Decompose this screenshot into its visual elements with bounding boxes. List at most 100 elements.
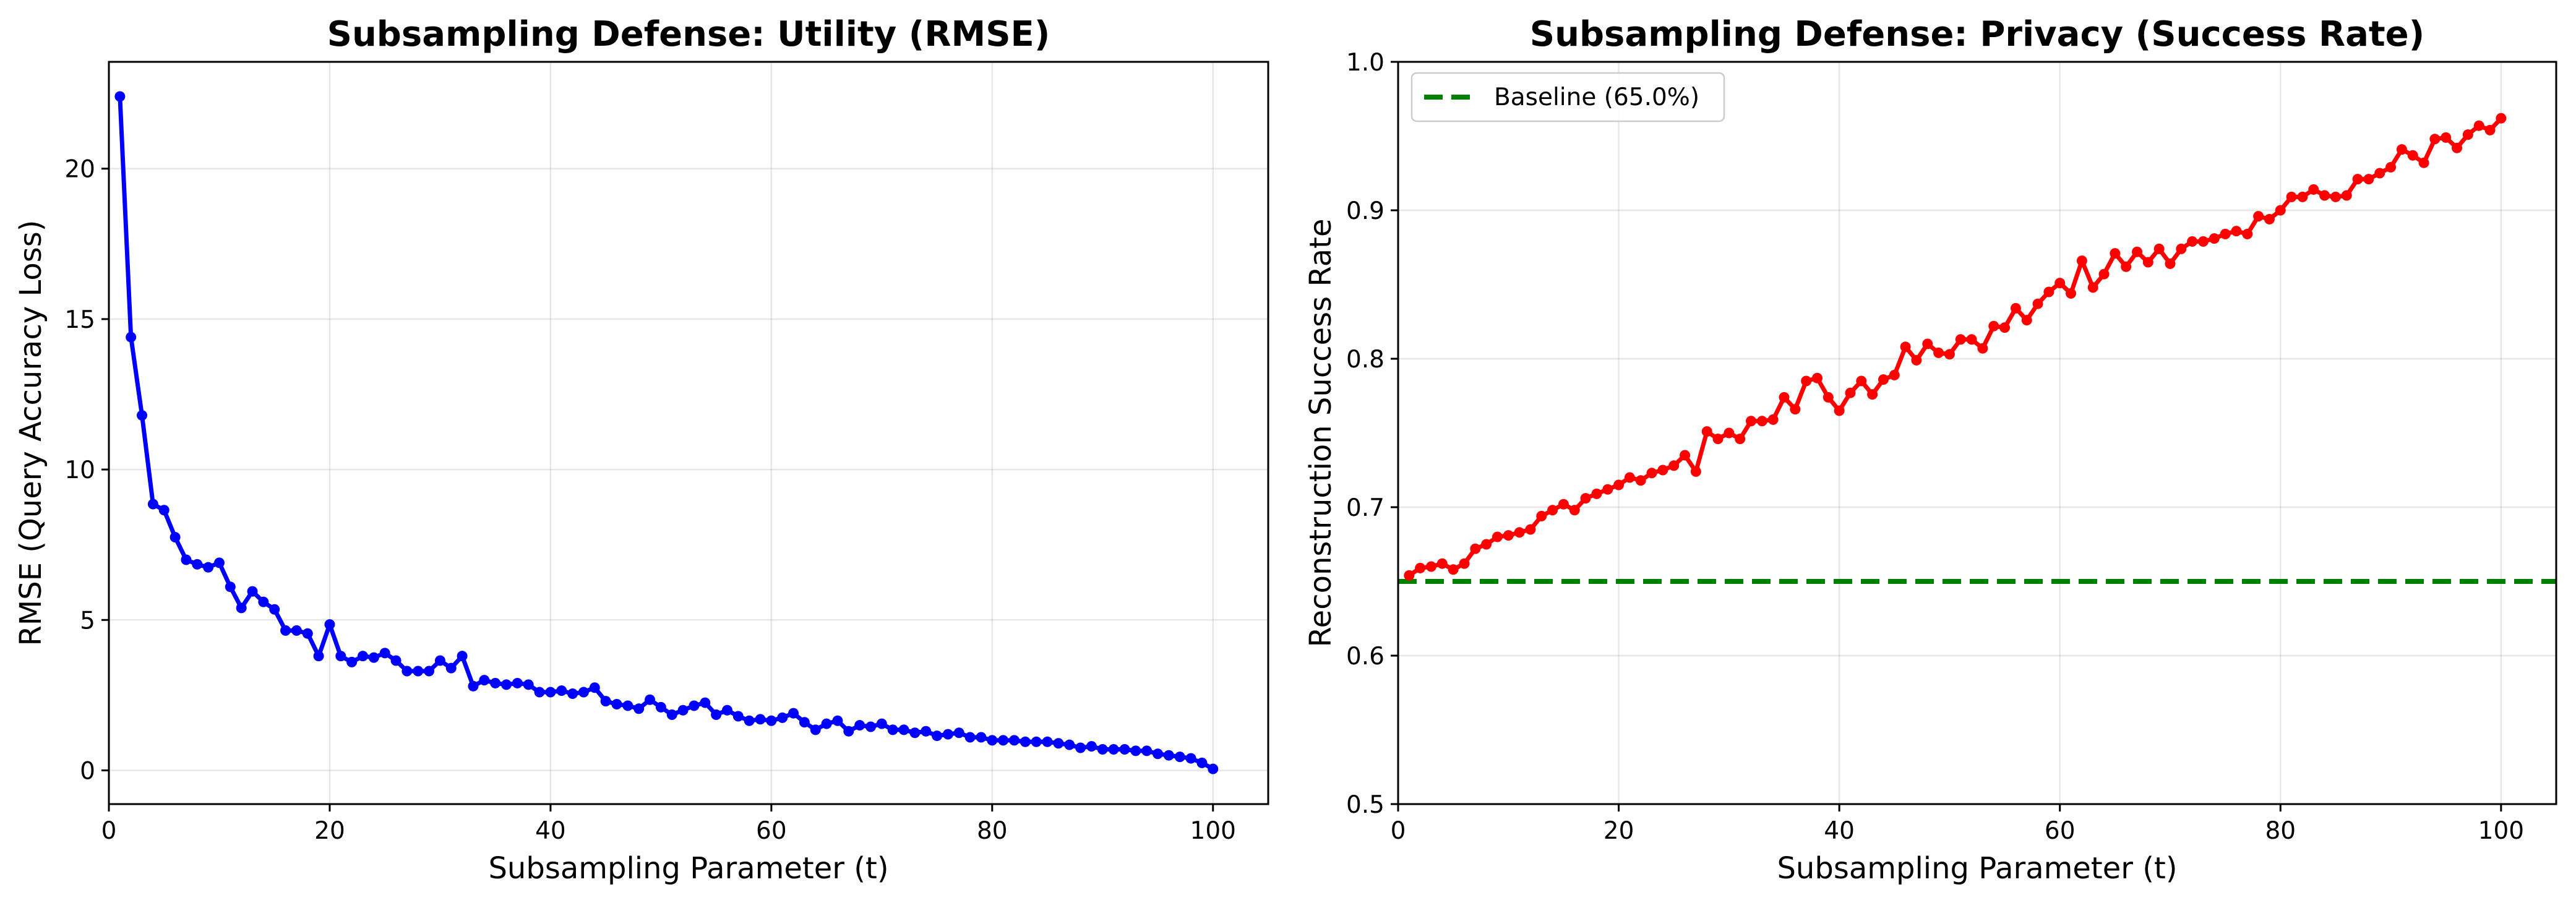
privacy-data-point [1944,349,1955,360]
rmse-data-point [379,648,390,659]
privacy-data-point [1425,561,1436,572]
privacy-data-point [1602,484,1613,495]
rmse-data-point [1141,745,1153,756]
rmse-data-point [225,581,236,593]
privacy-data-point [2087,282,2098,293]
privacy-data-point [1701,426,1712,437]
privacy-data-point [1735,434,1746,445]
privacy-data-point [1536,510,1547,521]
privacy-data-point [2231,226,2242,237]
rmse-chart: 0 20 40 60 80 100 0 5 10 15 20 Subsampling Defens… [14,14,1269,886]
privacy-data-point [1635,475,1646,486]
rmse-data-point [236,602,247,614]
rmse-series-line [118,96,1214,771]
rmse-chart-title: Subsampling Defense: Utility (RMSE) [327,14,1050,54]
privacy-data-point [2441,132,2452,143]
rmse-y-ticks: 0 5 10 15 20 [64,156,109,786]
rmse-data-point [302,628,313,639]
privacy-x-tick-label: 0 [1391,817,1406,845]
privacy-data-point [2187,236,2198,247]
rmse-data-point [390,655,401,666]
rmse-data-point [1075,742,1086,753]
rmse-data-point [1130,745,1141,756]
privacy-x-ticks: 0 20 40 60 80 100 [1391,804,2524,845]
privacy-data-point [2142,257,2153,268]
rmse-x-tick-label: 20 [314,817,345,845]
privacy-x-tick-label: 20 [1604,817,1634,845]
rmse-data-point [434,655,445,666]
rmse-data-point [1053,738,1064,749]
privacy-data-point [2429,134,2441,145]
rmse-data-point [976,732,987,743]
privacy-data-point [2363,174,2374,185]
legend-baseline-label: Baseline (65.0%) [1494,84,1699,111]
rmse-data-point [501,679,512,690]
rmse-data-point [413,666,424,677]
rmse-data-point [1153,748,1164,760]
rmse-data-point [909,727,921,739]
rmse-x-ticks: 0 20 40 60 80 100 [101,804,1236,845]
privacy-data-point [1823,392,1834,403]
rmse-data-point [744,715,755,726]
privacy-chart: 0 20 40 60 80 100 0.5 0.6 0.7 0.8 0.9 1.0 Subsampl… [1303,14,2557,886]
privacy-data-point [2021,315,2032,326]
rmse-data-point [721,705,732,716]
privacy-data-point [1492,531,1503,542]
privacy-data-point [1856,375,1867,387]
privacy-data-point [1558,499,1569,510]
rmse-data-point [732,711,744,722]
privacy-data-point [2076,255,2087,267]
rmse-data-point [755,714,766,725]
rmse-data-point [865,721,876,732]
rmse-data-point [203,562,214,573]
rmse-data-point [313,651,324,662]
rmse-data-point [700,697,711,708]
rmse-x-tick-label: 100 [1190,817,1236,845]
privacy-data-point [1547,505,1558,516]
rmse-y-tick-label: 15 [64,306,95,334]
privacy-data-point [2462,129,2473,140]
privacy-y-tick-label: 0.7 [1346,494,1385,522]
privacy-data-point [1724,427,1735,439]
privacy-data-point [2407,150,2418,161]
rmse-series [114,91,1219,774]
rmse-data-point [401,666,413,677]
rmse-data-point [876,718,887,729]
privacy-data-point [1746,416,1757,427]
rmse-data-point [788,708,799,719]
privacy-y-axis-label: Reconstruction Success Rate [1303,218,1338,647]
privacy-data-point [1459,558,1470,569]
privacy-data-point [2319,190,2330,201]
rmse-data-point [987,735,998,746]
privacy-data-point [2110,248,2121,259]
rmse-x-tick-label: 0 [101,817,117,845]
rmse-data-point [192,559,203,570]
rmse-data-point [1009,735,1020,746]
privacy-data-point [1470,543,1481,554]
privacy-data-point [1867,389,1878,400]
privacy-x-tick-label: 40 [1824,817,1855,845]
privacy-data-point [2054,278,2066,289]
rmse-data-point [655,701,666,713]
privacy-y-tick-label: 0.5 [1346,791,1385,819]
privacy-y-tick-label: 0.6 [1346,643,1385,670]
privacy-data-point [1690,466,1701,477]
rmse-data-point [633,703,645,714]
rmse-data-point [832,715,843,726]
rmse-data-point [567,688,578,699]
privacy-data-point [2374,168,2385,179]
privacy-data-point [1845,387,1856,398]
rmse-x-tick-label: 80 [977,817,1008,845]
rmse-y-tick-label: 10 [64,456,95,484]
privacy-data-point [1966,334,1977,345]
rmse-data-point [137,410,148,421]
rmse-data-point [324,619,335,630]
rmse-data-point [964,732,976,743]
rmse-y-tick-label: 20 [64,156,95,184]
rmse-data-point [247,586,258,597]
privacy-data-point [1911,354,1922,366]
privacy-data-point [1756,416,1767,427]
privacy-legend: Baseline (65.0%) [1410,72,1725,122]
privacy-y-ticks: 0.5 0.6 0.7 0.8 0.9 1.0 [1346,49,1398,819]
privacy-data-point [1503,530,1514,541]
